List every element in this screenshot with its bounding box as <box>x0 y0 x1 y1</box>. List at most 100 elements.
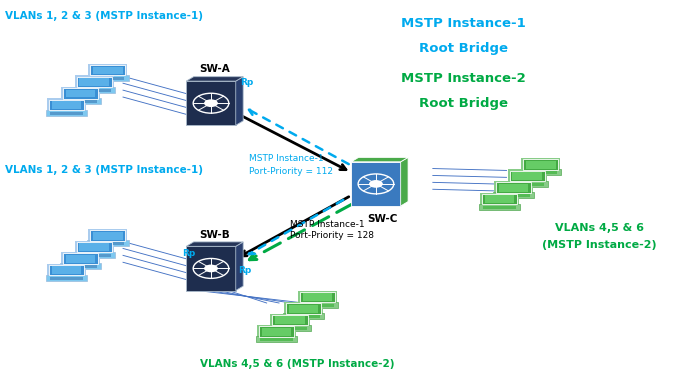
Text: Port-Priority = 128: Port-Priority = 128 <box>290 231 374 240</box>
FancyBboxPatch shape <box>77 77 112 87</box>
FancyBboxPatch shape <box>257 325 296 338</box>
FancyBboxPatch shape <box>60 264 101 269</box>
FancyBboxPatch shape <box>50 111 83 115</box>
FancyBboxPatch shape <box>259 326 294 337</box>
FancyBboxPatch shape <box>79 78 109 86</box>
FancyBboxPatch shape <box>88 240 128 246</box>
FancyBboxPatch shape <box>270 313 310 326</box>
FancyBboxPatch shape <box>485 195 514 203</box>
FancyBboxPatch shape <box>50 277 83 280</box>
Text: MSTP Instance-2: MSTP Instance-2 <box>401 72 526 86</box>
Text: MSTP Instance-1: MSTP Instance-1 <box>401 17 526 30</box>
Polygon shape <box>236 77 243 125</box>
FancyBboxPatch shape <box>286 303 322 314</box>
FancyBboxPatch shape <box>46 275 88 281</box>
FancyBboxPatch shape <box>88 75 128 81</box>
FancyBboxPatch shape <box>88 64 128 77</box>
FancyBboxPatch shape <box>259 338 293 341</box>
FancyBboxPatch shape <box>91 77 124 80</box>
FancyBboxPatch shape <box>298 291 337 303</box>
Polygon shape <box>351 162 401 206</box>
Text: Rp: Rp <box>240 77 253 87</box>
FancyBboxPatch shape <box>52 266 81 274</box>
FancyBboxPatch shape <box>301 304 334 307</box>
Text: VLANs 1, 2 & 3 (MSTP Instance-1): VLANs 1, 2 & 3 (MSTP Instance-1) <box>5 165 203 175</box>
FancyBboxPatch shape <box>284 302 324 315</box>
FancyBboxPatch shape <box>46 110 88 116</box>
FancyBboxPatch shape <box>91 242 124 245</box>
FancyBboxPatch shape <box>499 184 528 192</box>
FancyBboxPatch shape <box>287 315 320 318</box>
FancyBboxPatch shape <box>90 65 126 75</box>
FancyBboxPatch shape <box>49 265 84 275</box>
FancyBboxPatch shape <box>77 242 112 252</box>
FancyBboxPatch shape <box>75 75 114 88</box>
Polygon shape <box>351 158 408 162</box>
FancyBboxPatch shape <box>273 315 308 325</box>
Text: (MSTP Instance-2): (MSTP Instance-2) <box>542 240 657 250</box>
Text: MSTP Instance-1: MSTP Instance-1 <box>290 220 364 229</box>
FancyBboxPatch shape <box>524 171 558 174</box>
FancyBboxPatch shape <box>64 100 97 103</box>
FancyBboxPatch shape <box>88 229 128 242</box>
FancyBboxPatch shape <box>61 87 100 100</box>
Text: VLANs 1, 2 & 3 (MSTP Instance-1): VLANs 1, 2 & 3 (MSTP Instance-1) <box>5 11 203 21</box>
FancyBboxPatch shape <box>273 327 306 330</box>
Circle shape <box>204 265 218 272</box>
FancyBboxPatch shape <box>47 264 86 276</box>
FancyBboxPatch shape <box>49 99 84 110</box>
FancyBboxPatch shape <box>523 159 558 170</box>
Text: VLANs 4,5 & 6: VLANs 4,5 & 6 <box>555 223 644 233</box>
FancyBboxPatch shape <box>520 169 562 175</box>
FancyBboxPatch shape <box>74 87 115 92</box>
FancyBboxPatch shape <box>275 316 305 324</box>
FancyBboxPatch shape <box>526 161 555 169</box>
FancyBboxPatch shape <box>60 98 101 104</box>
FancyBboxPatch shape <box>506 181 548 187</box>
FancyBboxPatch shape <box>289 305 319 313</box>
Polygon shape <box>186 81 236 125</box>
FancyBboxPatch shape <box>510 171 544 181</box>
FancyBboxPatch shape <box>93 67 123 74</box>
FancyBboxPatch shape <box>480 193 519 205</box>
FancyBboxPatch shape <box>496 182 531 193</box>
FancyArrowPatch shape <box>249 110 348 164</box>
FancyBboxPatch shape <box>63 88 98 99</box>
FancyBboxPatch shape <box>513 172 542 180</box>
FancyBboxPatch shape <box>52 101 81 109</box>
Circle shape <box>369 180 383 188</box>
Polygon shape <box>186 242 243 247</box>
FancyArrowPatch shape <box>249 204 353 260</box>
FancyBboxPatch shape <box>483 206 516 209</box>
FancyBboxPatch shape <box>262 328 291 336</box>
FancyBboxPatch shape <box>283 313 324 319</box>
Polygon shape <box>401 158 408 206</box>
FancyBboxPatch shape <box>78 89 110 92</box>
Text: Rp: Rp <box>182 249 195 259</box>
FancyBboxPatch shape <box>61 252 100 265</box>
FancyBboxPatch shape <box>269 325 310 331</box>
FancyBboxPatch shape <box>256 336 297 342</box>
FancyArrowPatch shape <box>249 200 344 254</box>
Text: Port-Priority = 112: Port-Priority = 112 <box>249 167 333 176</box>
FancyBboxPatch shape <box>493 192 534 198</box>
FancyBboxPatch shape <box>66 255 95 263</box>
FancyBboxPatch shape <box>300 292 335 302</box>
FancyBboxPatch shape <box>482 194 517 204</box>
FancyBboxPatch shape <box>494 181 533 194</box>
FancyBboxPatch shape <box>497 194 530 197</box>
Polygon shape <box>186 77 243 81</box>
FancyBboxPatch shape <box>90 230 126 241</box>
Text: SW-C: SW-C <box>368 214 398 224</box>
FancyBboxPatch shape <box>79 243 109 251</box>
FancyBboxPatch shape <box>47 98 86 111</box>
Text: Root Bridge: Root Bridge <box>419 98 508 110</box>
FancyBboxPatch shape <box>521 158 560 171</box>
Text: MSTP Instance-1: MSTP Instance-1 <box>249 154 324 163</box>
Text: VLANs 4,5 & 6 (MSTP Instance-2): VLANs 4,5 & 6 (MSTP Instance-2) <box>199 360 394 370</box>
FancyBboxPatch shape <box>78 254 110 257</box>
FancyBboxPatch shape <box>63 253 98 264</box>
Text: SW-A: SW-A <box>199 64 230 74</box>
Text: Root Bridge: Root Bridge <box>419 42 508 55</box>
Polygon shape <box>236 242 243 291</box>
